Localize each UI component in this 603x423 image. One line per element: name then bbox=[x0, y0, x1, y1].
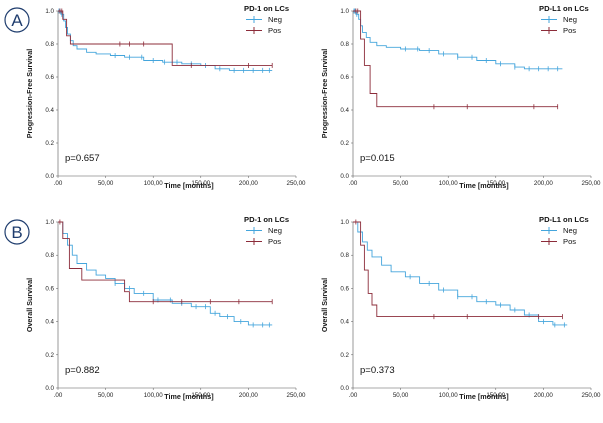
chart-2-xtick-label-3: 150,00 bbox=[486, 180, 505, 187]
chart-3-curve-pos bbox=[58, 221, 273, 303]
chart-1-curve-pos bbox=[58, 10, 273, 66]
chart-3-xtick-label-1: 50,00 bbox=[98, 392, 114, 399]
chart-1-ytick-label-2: 0.4 bbox=[45, 107, 54, 114]
panel-label-b-circle bbox=[4, 219, 30, 245]
chart-1-ytick-label-3: 0.6 bbox=[45, 74, 54, 81]
chart-3-xtick-label-4: 200,00 bbox=[239, 392, 258, 399]
chart-4-ytick-label-5: 1.0 bbox=[340, 219, 349, 226]
panel-label-a: A bbox=[4, 7, 30, 33]
chart-4-legend-title: PD-L1 on LCs bbox=[539, 215, 589, 224]
chart-1-legend-label-pos: Pos bbox=[268, 26, 281, 35]
chart-1-curve-neg bbox=[58, 10, 273, 71]
chart-3-ytick-label-3: 0.6 bbox=[45, 285, 54, 292]
chart-2-legend-title: PD-L1 on LCs bbox=[539, 4, 589, 13]
charts-container: 0.0 0.2 0.4 0.6 0.8 1.0 .00 50,00 100,00 150,00 20… bbox=[25, 4, 601, 401]
chart-1-ytick-label-5: 1.0 bbox=[45, 8, 54, 15]
chart-4-ytick-label-1: 0.2 bbox=[340, 352, 349, 359]
chart-3-legend-label-neg: Neg bbox=[268, 226, 282, 235]
panel-label-a-text: A bbox=[11, 11, 23, 30]
chart-3-xtick-label-0: .00 bbox=[54, 392, 63, 399]
chart-1-xtick-label-5: 250,00 bbox=[287, 180, 306, 187]
chart-3-legend-label-pos: Pos bbox=[268, 237, 281, 246]
chart-3-ytick-label-5: 1.0 bbox=[45, 219, 54, 226]
chart-4-xtick-label-3: 150,00 bbox=[486, 392, 505, 399]
chart-4-ytick-label-3: 0.6 bbox=[340, 285, 349, 292]
chart-4-curve-neg bbox=[353, 221, 568, 326]
chart-4-xtick-label-4: 200,00 bbox=[534, 392, 553, 399]
chart-1-xtick-label-1: 50,00 bbox=[98, 180, 114, 187]
chart-2-ytick-label-0: 0.0 bbox=[340, 173, 349, 180]
chart-3-x-axis-title: Time [months] bbox=[164, 392, 213, 401]
chart-2-ytick-label-5: 1.0 bbox=[340, 8, 349, 15]
chart-3-curve-neg bbox=[58, 221, 273, 326]
chart-2-xtick-label-0: .00 bbox=[349, 180, 358, 187]
chart-1-xtick-label-4: 200,00 bbox=[239, 180, 258, 187]
chart-4-curve-pos bbox=[353, 221, 563, 318]
chart-3-p-value: p=0.882 bbox=[65, 365, 100, 376]
chart-4-xtick-label-2: 100,00 bbox=[439, 392, 458, 399]
chart-4-ytick-label-4: 0.8 bbox=[340, 252, 349, 259]
chart-4-legend-label-neg: Neg bbox=[563, 226, 577, 235]
chart-4: 0.0 0.2 0.4 0.6 0.8 1.0 .00 50,00 100,00 150,00 20… bbox=[320, 215, 601, 401]
chart-2-ytick-label-4: 0.8 bbox=[340, 41, 349, 48]
chart-2-y-axis-title: Progression-Free Survival bbox=[320, 49, 329, 138]
chart-3-ytick-label-4: 0.8 bbox=[45, 252, 54, 259]
chart-2-legend-label-pos: Pos bbox=[563, 26, 576, 35]
panel-label-a-circle bbox=[4, 7, 30, 33]
chart-1-ytick-label-1: 0.2 bbox=[45, 140, 54, 147]
panel-label-b: B bbox=[4, 219, 30, 245]
chart-1-ytick-label-0: 0.0 bbox=[45, 173, 54, 180]
chart-3-xtick-label-2: 100,00 bbox=[144, 392, 163, 399]
chart-2-xtick-label-2: 100,00 bbox=[439, 180, 458, 187]
chart-3-ytick-label-1: 0.2 bbox=[45, 352, 54, 359]
chart-2-p-value: p=0.015 bbox=[360, 153, 395, 164]
chart-2-legend-label-neg: Neg bbox=[563, 15, 577, 24]
chart-4-ytick-label-2: 0.4 bbox=[340, 319, 349, 326]
chart-3-legend-title: PD-1 on LCs bbox=[244, 215, 289, 224]
chart-2-curve-neg bbox=[353, 10, 563, 70]
chart-1-ytick-label-4: 0.8 bbox=[45, 41, 54, 48]
chart-2-ytick-label-2: 0.4 bbox=[340, 107, 349, 114]
chart-2-ytick-label-1: 0.2 bbox=[340, 140, 349, 147]
chart-2: 0.0 0.2 0.4 0.6 0.8 1.0 .00 50,00 100,00 150,00 20… bbox=[320, 4, 601, 190]
chart-2-xtick-label-4: 200,00 bbox=[534, 180, 553, 187]
chart-3-ytick-label-0: 0.0 bbox=[45, 385, 54, 392]
chart-1-xtick-label-3: 150,00 bbox=[191, 180, 210, 187]
chart-2-x-axis-title: Time [months] bbox=[459, 181, 508, 190]
chart-2-curve-pos bbox=[353, 10, 558, 108]
chart-4-p-value: p=0.373 bbox=[360, 365, 395, 376]
chart-2-xtick-label-5: 250,00 bbox=[582, 180, 601, 187]
chart-3: 0.0 0.2 0.4 0.6 0.8 1.0 .00 50,00 100,00 150,00 20… bbox=[25, 215, 306, 401]
chart-1-legend-label-neg: Neg bbox=[268, 15, 282, 24]
chart-1: 0.0 0.2 0.4 0.6 0.8 1.0 .00 50,00 100,00 150,00 20… bbox=[25, 4, 306, 190]
chart-4-legend-label-pos: Pos bbox=[563, 237, 576, 246]
chart-1-x-axis-title: Time [months] bbox=[164, 181, 213, 190]
chart-1-xtick-label-0: .00 bbox=[54, 180, 63, 187]
chart-3-y-axis-title: Overall Survival bbox=[25, 278, 34, 332]
chart-1-xtick-label-2: 100,00 bbox=[144, 180, 163, 187]
chart-1-y-axis-title: Progression-Free Survival bbox=[25, 49, 34, 138]
chart-1-p-value: p=0.657 bbox=[65, 153, 100, 164]
chart-2-ytick-label-3: 0.6 bbox=[340, 74, 349, 81]
chart-2-xtick-label-1: 50,00 bbox=[393, 180, 409, 187]
chart-3-xtick-label-5: 250,00 bbox=[287, 392, 306, 399]
chart-4-xtick-label-1: 50,00 bbox=[393, 392, 409, 399]
chart-4-ytick-label-0: 0.0 bbox=[340, 385, 349, 392]
chart-3-ytick-label-2: 0.4 bbox=[45, 319, 54, 326]
chart-1-legend-title: PD-1 on LCs bbox=[244, 4, 289, 13]
chart-4-xtick-label-0: .00 bbox=[349, 392, 358, 399]
panel-label-b-text: B bbox=[11, 223, 22, 242]
chart-4-xtick-label-5: 250,00 bbox=[582, 392, 601, 399]
chart-4-x-axis-title: Time [months] bbox=[459, 392, 508, 401]
chart-4-y-axis-title: Overall Survival bbox=[320, 278, 329, 332]
chart-3-xtick-label-3: 150,00 bbox=[191, 392, 210, 399]
